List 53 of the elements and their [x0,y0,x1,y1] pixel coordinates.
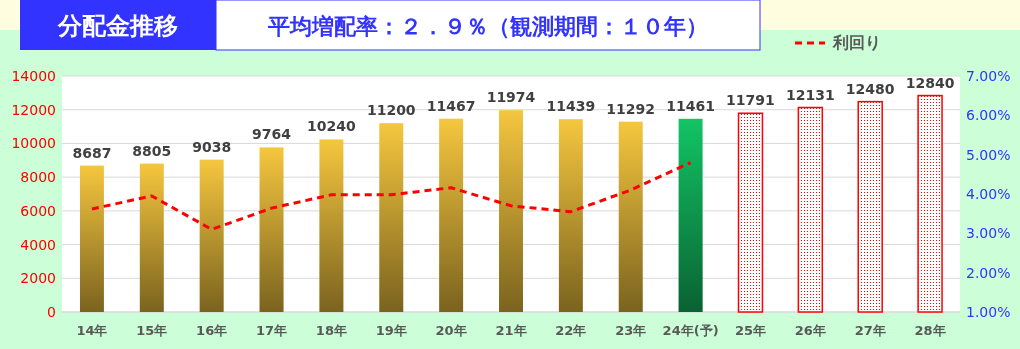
x-tick-label: 27年 [854,323,886,338]
y-tick-label: 12000 [11,101,56,118]
x-tick-label: 17年 [255,323,288,338]
x-tick-label: 23年 [615,323,647,338]
x-tick-label: 16年 [196,323,228,338]
data-label: 11791 [726,92,775,109]
data-label: 8687 [72,144,112,161]
bar [857,100,883,313]
y2-tick-label: 3.00% [966,225,1011,242]
data-label: 12131 [785,86,835,103]
y2-tick-label: 5.00% [966,146,1011,163]
y-tick-label: 0 [47,304,56,320]
data-label: 11467 [426,97,476,114]
x-tick-label: 18年 [315,323,347,338]
bar [737,112,764,313]
y2-tick-label: 1.00% [966,304,1011,320]
x-tick-label: 22年 [555,323,587,338]
x-tick-label: 19年 [375,323,407,338]
data-label: 9038 [192,138,232,155]
bar [797,106,824,313]
y2-tick-label: 7.00% [966,68,1011,84]
legend-label: 利回り [832,33,881,52]
y2-tick-label: 6.00% [966,107,1011,124]
x-tick-label: 14年 [76,323,108,338]
x-tick-label: 24年(予) [662,323,719,338]
bar [917,94,943,313]
data-label: 12840 [905,74,955,91]
x-tick-label: 26年 [794,323,826,338]
y2-tick-label: 4.00% [966,186,1011,202]
x-tick-label: 28年 [914,323,946,338]
x-tick-label: 20年 [435,323,467,338]
data-label: 9764 [252,126,292,143]
y-tick-label: 2000 [20,270,56,287]
y-tick-label: 10000 [11,135,56,152]
y-tick-label: 14000 [11,68,56,84]
y-tick-label: 8000 [20,169,56,186]
data-label: 11439 [546,98,596,115]
chart-subtitle: 平均増配率：２．９％（観測期間：１０年） [267,14,708,39]
data-label: 11292 [606,100,656,117]
x-tick-label: 21年 [495,323,527,338]
y-tick-label: 6000 [20,202,56,219]
chart-title: 分配金推移 [57,12,178,40]
data-label: 11974 [486,89,536,106]
data-label: 12480 [845,80,895,97]
data-label: 11200 [366,102,416,119]
data-label: 10240 [307,118,357,135]
x-tick-label: 15年 [136,323,168,338]
data-label: 8805 [132,142,172,159]
data-label: 11461 [666,97,715,114]
y2-tick-label: 2.00% [966,264,1011,281]
x-tick-label: 25年 [734,323,767,338]
line-series [90,161,693,231]
y-tick-label: 4000 [20,236,56,253]
